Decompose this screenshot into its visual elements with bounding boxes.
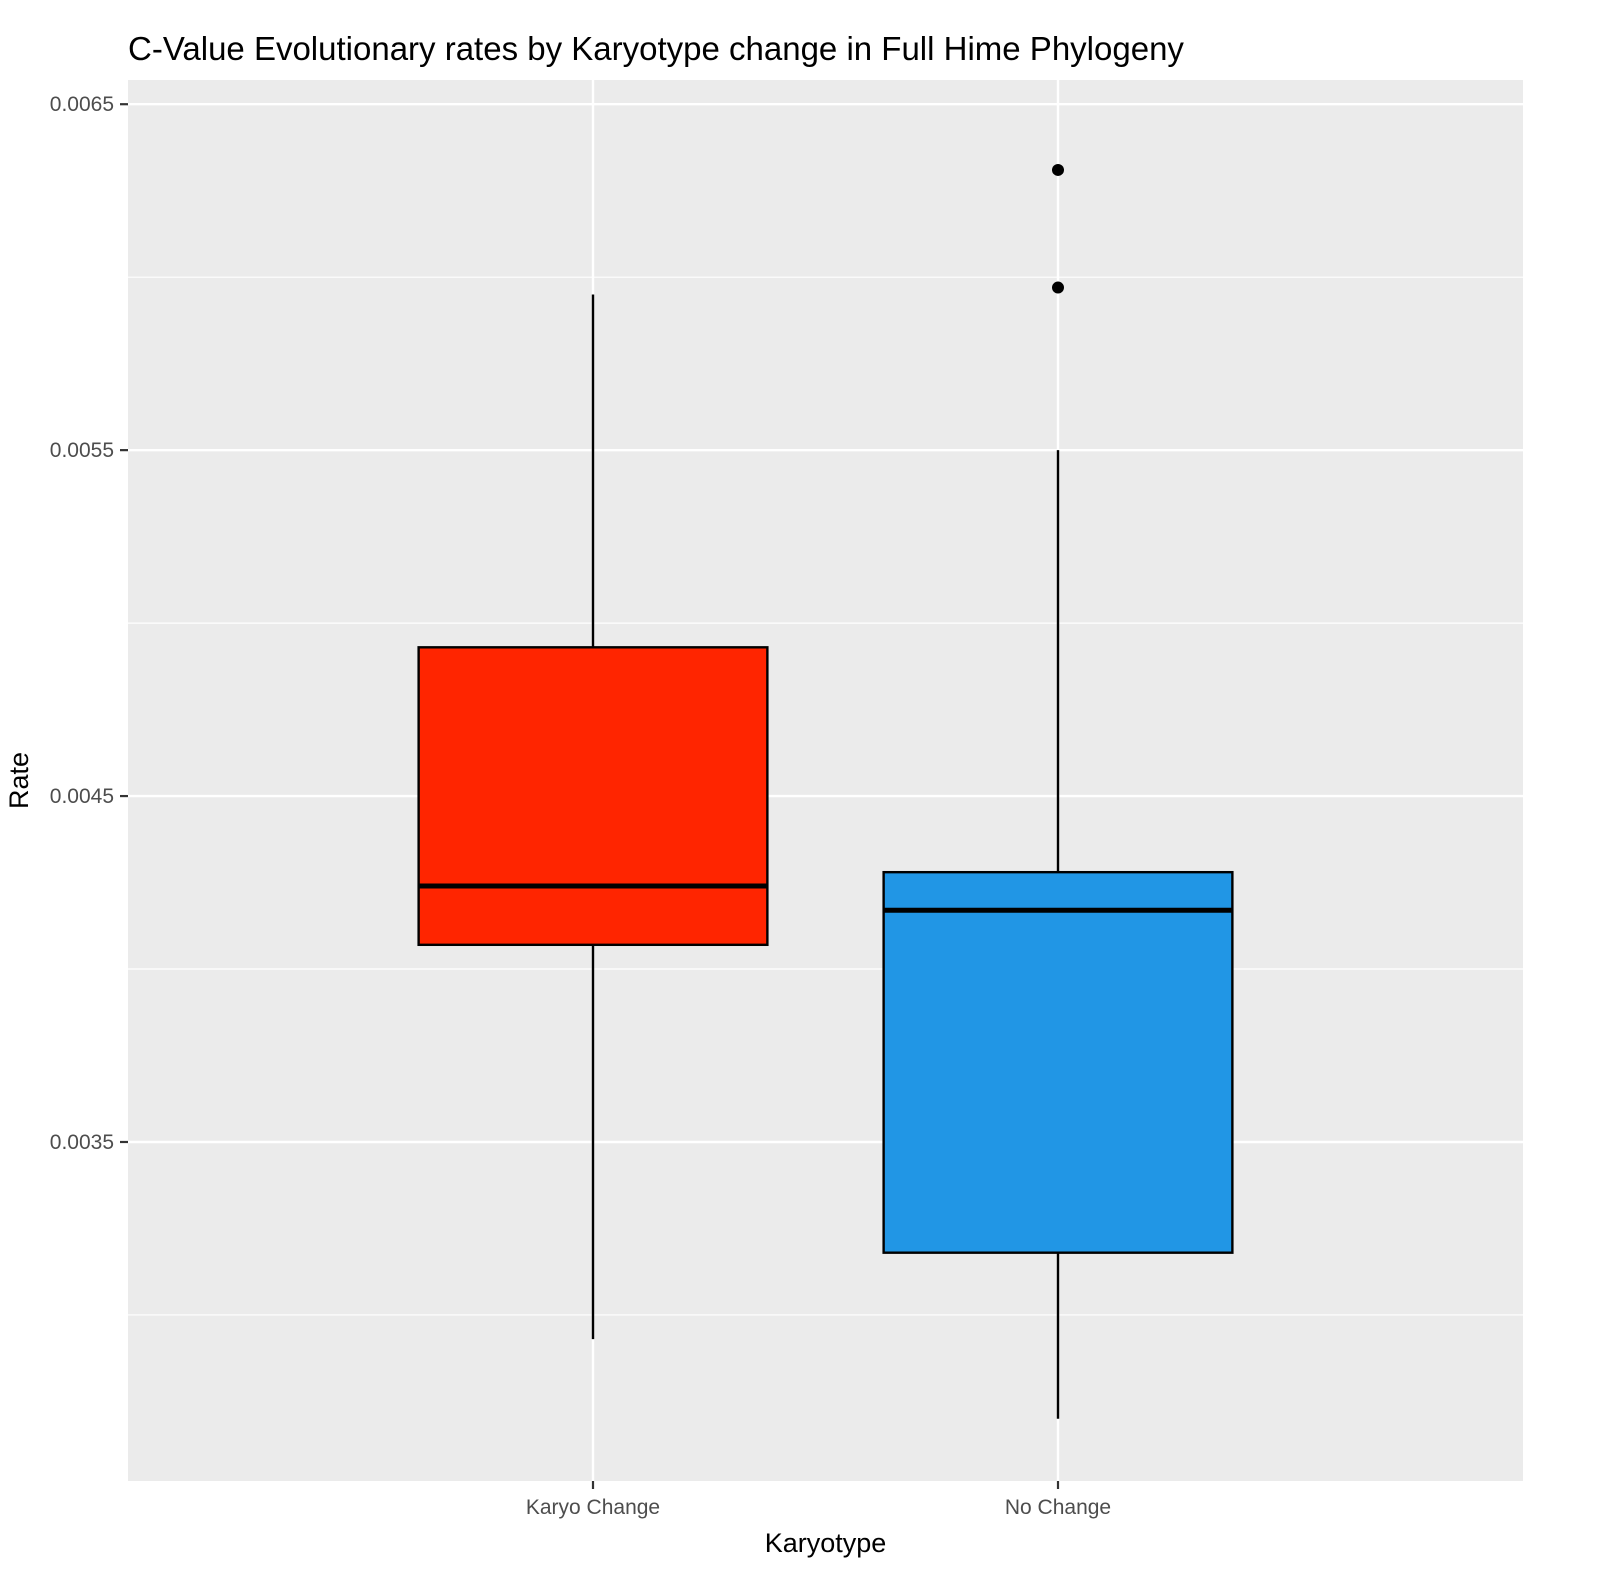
outlier-point <box>1052 281 1064 294</box>
y-tick-label: 0.0045 <box>50 785 114 808</box>
box-no-change <box>882 163 1234 1419</box>
box-body <box>882 870 1234 1254</box>
chart-title: C-Value Evolutionary rates by Karyotype … <box>128 30 1184 67</box>
outlier-point <box>1052 163 1064 176</box>
y-axis-title: Rate <box>4 752 34 809</box>
y-tick-label: 0.0055 <box>50 439 114 462</box>
y-tick-label: 0.0065 <box>50 93 114 116</box>
x-axis-title: Karyotype <box>765 1528 887 1558</box>
box-body <box>417 646 769 947</box>
x-tick-label: No Change <box>1005 1496 1111 1519</box>
axes: 0.0035 0.0045 0.0055 0.0065 Karyo Change No C… <box>50 93 1111 1519</box>
box-karyo-change <box>417 294 769 1340</box>
box-series <box>417 163 1234 1419</box>
y-tick-label: 0.0035 <box>50 1131 114 1154</box>
x-tick-label: Karyo Change <box>526 1496 660 1519</box>
plot-panel <box>128 80 1523 1481</box>
